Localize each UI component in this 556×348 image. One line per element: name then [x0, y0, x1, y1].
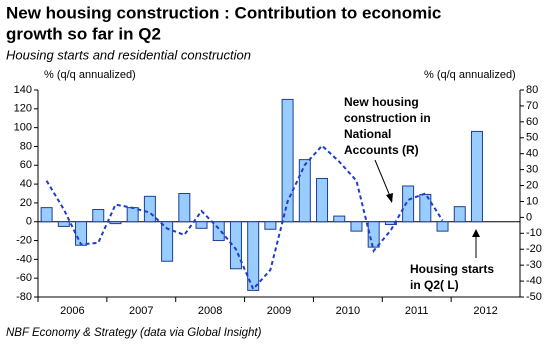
y2-tick-label: 0 [526, 211, 532, 223]
line [45, 144, 444, 291]
bar [384, 221, 397, 226]
chart-subtitle: Housing starts and residential construct… [6, 47, 251, 62]
y-tick-label: 60 [20, 159, 32, 171]
y2-tick-label: 80 [526, 84, 538, 96]
y-tick-label: -20 [16, 234, 32, 246]
bar [212, 221, 225, 242]
footer: NBF Economy & Strategy (data via Global … [6, 327, 262, 339]
x-tick-label: 2011 [405, 305, 429, 317]
y-tick-label: 0 [26, 216, 32, 228]
annotation: Housing starts [410, 262, 494, 276]
bar [247, 221, 260, 291]
bar [367, 221, 380, 248]
bar [40, 207, 53, 223]
arrowhead [472, 229, 480, 237]
bar [264, 221, 277, 230]
y2-tick-label: -40 [526, 275, 542, 287]
y2-tick-label: -20 [526, 243, 542, 255]
bar [470, 130, 483, 223]
y-axis-label: % (q/q annualized) [44, 69, 136, 81]
bar [109, 221, 122, 225]
y2-tick-label: 70 [526, 100, 538, 112]
bar [281, 98, 294, 223]
bar [92, 208, 105, 223]
y-tick-label: 80 [20, 140, 32, 152]
y2-tick-label: 60 [526, 116, 538, 128]
annotation: Accounts (R) [344, 143, 419, 157]
bar [333, 215, 346, 223]
y-tick-label: -60 [16, 272, 32, 284]
chart-title: growth so far in Q2 [6, 24, 161, 43]
bar [178, 193, 191, 223]
y2-tick-label: 20 [526, 179, 538, 191]
bar [161, 221, 174, 262]
y2-tick-label: -50 [526, 291, 542, 303]
bar [57, 221, 70, 227]
bar [126, 207, 139, 223]
bar [229, 221, 242, 270]
y-tick-label: 100 [14, 122, 32, 134]
y2-tick-label: -30 [526, 259, 542, 271]
bar [453, 206, 466, 223]
y2-tick-label: 50 [526, 132, 538, 144]
x-tick-label: 2008 [198, 305, 222, 317]
x-tick-label: 2007 [129, 305, 153, 317]
x-tick-label: 2009 [267, 305, 291, 317]
x-tick-label: 2006 [60, 305, 84, 317]
y-tick-label: 120 [14, 103, 32, 115]
chart-title: New housing construction : Contribution … [6, 3, 441, 22]
y2-axis-label: % (q/q annualized) [424, 69, 516, 81]
annotation: New housing [344, 95, 419, 109]
y-tick-label: 40 [20, 178, 32, 190]
annotation: in Q2( L) [410, 278, 459, 292]
arrowhead [386, 193, 393, 203]
y2-tick-label: 10 [526, 195, 538, 207]
bar [402, 185, 415, 223]
bar [75, 221, 88, 246]
y-tick-label: -80 [16, 291, 32, 303]
bar [143, 195, 156, 223]
bar [195, 221, 208, 229]
bar [316, 177, 329, 223]
bar [298, 159, 311, 223]
y-tick-label: 140 [14, 84, 32, 96]
y-tick-label: 20 [20, 197, 32, 209]
annotation: construction in [344, 111, 431, 125]
y2-tick-label: 40 [526, 148, 538, 160]
annotation: National [344, 127, 391, 141]
bar [436, 221, 449, 232]
y-tick-label: -40 [16, 253, 32, 265]
y2-tick-label: 30 [526, 164, 538, 176]
y2-tick-label: -10 [526, 227, 542, 239]
x-tick-label: 2012 [473, 305, 497, 317]
bar [350, 221, 363, 232]
x-tick-label: 2010 [336, 305, 360, 317]
